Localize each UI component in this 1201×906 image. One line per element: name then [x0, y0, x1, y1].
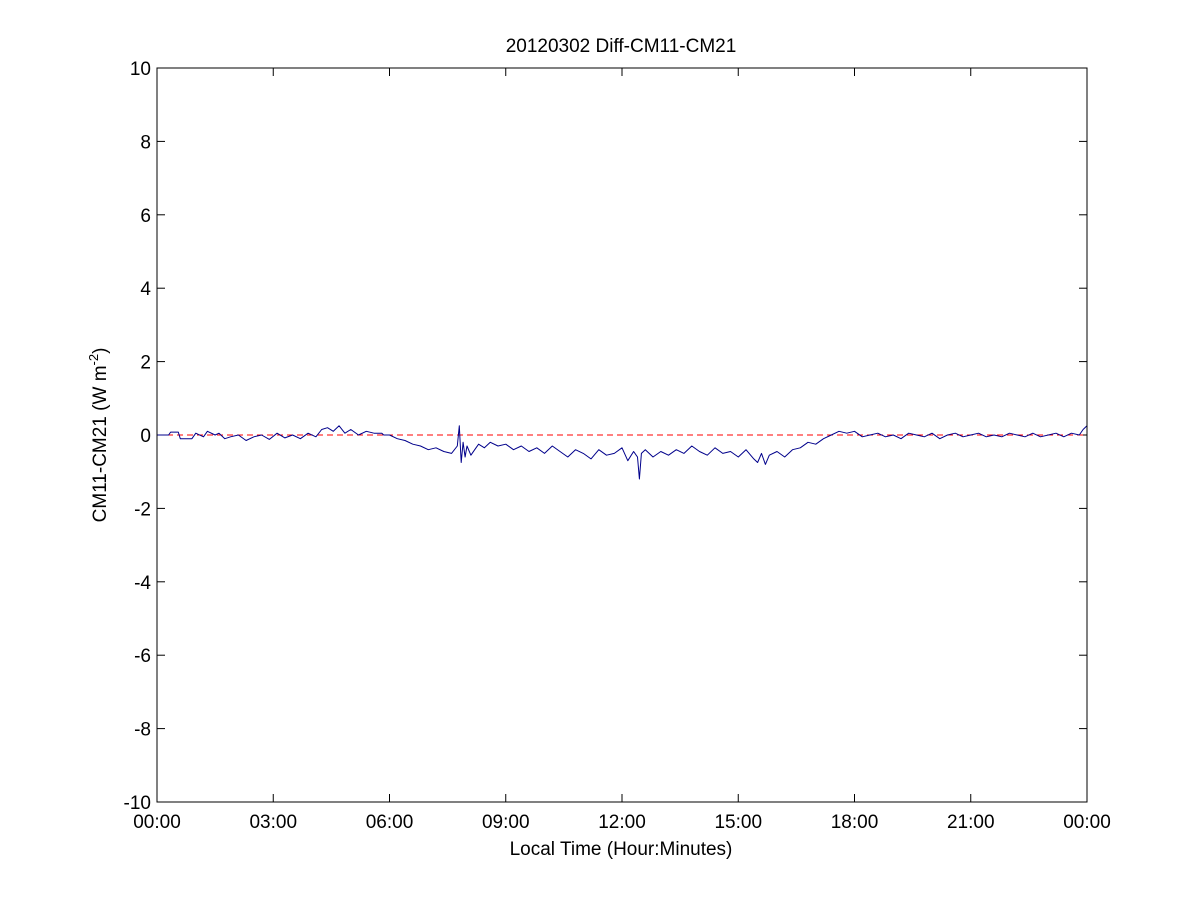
x-tick-label-8: 00:00: [1063, 812, 1111, 833]
plot-frame: [156, 67, 1088, 803]
y-tick-label-6: -2: [134, 499, 151, 520]
series-line-0: [157, 425, 1088, 480]
y-axis-title-main: CM11-CM21 (W m: [90, 365, 111, 522]
x-tick-label-1: 03:00: [249, 812, 297, 833]
y-tick-label-4: 2: [140, 353, 151, 374]
y-tick-label-1: 8: [140, 132, 151, 153]
x-tick-label-6: 18:00: [831, 812, 879, 833]
y-axis-title-close: ): [90, 348, 111, 354]
y-tick-label-10: -10: [124, 793, 151, 814]
y-tick-label-2: 6: [140, 206, 151, 227]
x-tick-label-7: 21:00: [947, 812, 995, 833]
y-axis-title: CM11-CM21 (W m-2): [86, 348, 111, 523]
y-tick-label-0: 10: [130, 59, 151, 80]
x-tick-label-5: 15:00: [714, 812, 762, 833]
x-tick-label-3: 09:00: [482, 812, 530, 833]
y-tick-label-5: 0: [140, 426, 151, 447]
x-tick-label-0: 00:00: [133, 812, 181, 833]
y-tick-label-9: -8: [134, 720, 151, 741]
x-tick-label-4: 12:00: [598, 812, 646, 833]
y-tick-label-3: 4: [140, 279, 151, 300]
x-tick-label-2: 06:00: [366, 812, 414, 833]
y-tick-label-8: -6: [134, 646, 151, 667]
y-axis-title-superscript: -2: [86, 354, 101, 366]
x-axis-title: Local Time (Hour:Minutes): [510, 839, 733, 860]
chart-title: 20120302 Diff-CM11-CM21: [506, 36, 737, 57]
y-tick-label-7: -4: [134, 573, 151, 594]
